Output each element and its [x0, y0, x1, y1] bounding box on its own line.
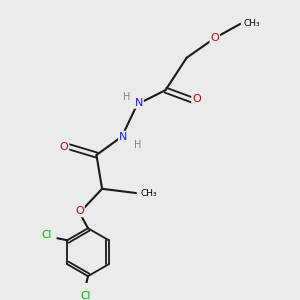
Text: O: O	[210, 33, 219, 43]
Text: N: N	[134, 98, 143, 108]
Text: Cl: Cl	[80, 291, 90, 300]
Text: CH₃: CH₃	[140, 188, 157, 197]
Text: H: H	[134, 140, 141, 150]
Text: O: O	[75, 206, 84, 216]
Text: H: H	[123, 92, 130, 102]
Text: CH₃: CH₃	[243, 20, 260, 28]
Text: O: O	[192, 94, 201, 103]
Text: O: O	[60, 142, 68, 152]
Text: Cl: Cl	[41, 230, 51, 240]
Text: N: N	[119, 132, 128, 142]
